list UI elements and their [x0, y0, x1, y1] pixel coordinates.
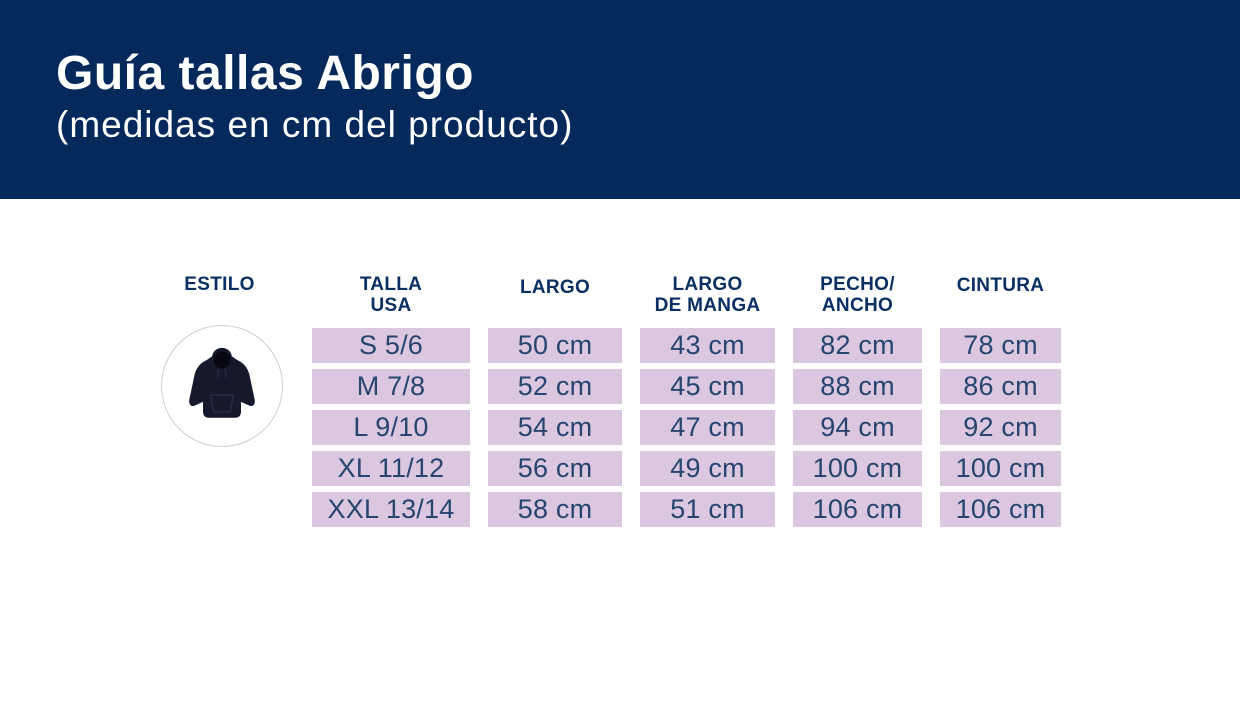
table-cell-largo-xl: 56 cm: [488, 451, 622, 486]
page-subtitle: (medidas en cm del producto): [56, 104, 574, 145]
table-cell-pecho-xxl: 106 cm: [793, 492, 922, 527]
table-cell-manga-xxl: 51 cm: [640, 492, 775, 527]
table-cell-manga-m: 45 cm: [640, 369, 775, 404]
table-cell-cintura-m: 86 cm: [940, 369, 1061, 404]
table-cell-manga-xl: 49 cm: [640, 451, 775, 486]
table-cell-talla-xxl: XXL 13/14: [312, 492, 470, 527]
table-cell-pecho-m: 88 cm: [793, 369, 922, 404]
column-header-pecho-ancho: PECHO/ ANCHO: [820, 274, 895, 316]
table-cell-cintura-xxl: 106 cm: [940, 492, 1061, 527]
table-cell-manga-s: 43 cm: [640, 328, 775, 363]
table-cell-cintura-xl: 100 cm: [940, 451, 1061, 486]
hoodie-icon: [189, 347, 255, 418]
table-cell-cintura-s: 78 cm: [940, 328, 1061, 363]
hero-banner: Guía tallas Abrigo (medidas en cm del pr…: [0, 0, 1240, 199]
table-cell-manga-l: 47 cm: [640, 410, 775, 445]
table-cell-talla-l: L 9/10: [312, 410, 470, 445]
product-photo-circle: [161, 325, 283, 447]
table-cell-talla-m: M 7/8: [312, 369, 470, 404]
table-cell-largo-l: 54 cm: [488, 410, 622, 445]
table-cell-talla-xl: XL 11/12: [312, 451, 470, 486]
page-title: Guía tallas Abrigo: [56, 47, 474, 100]
table-cell-largo-xxl: 58 cm: [488, 492, 622, 527]
table-cell-largo-m: 52 cm: [488, 369, 622, 404]
table-cell-pecho-l: 94 cm: [793, 410, 922, 445]
column-header-cintura: CINTURA: [956, 275, 1045, 296]
column-header-estilo: ESTILO: [184, 274, 255, 295]
table-cell-largo-s: 50 cm: [488, 328, 622, 363]
column-header-talla-usa: TALLA USA: [359, 274, 423, 316]
table-cell-pecho-s: 82 cm: [793, 328, 922, 363]
column-header-largo: LARGO: [519, 277, 591, 298]
table-cell-pecho-xl: 100 cm: [793, 451, 922, 486]
column-header-largo-de-manga: LARGO DE MANGA: [654, 274, 761, 316]
table-cell-talla-s: S 5/6: [312, 328, 470, 363]
table-cell-cintura-l: 92 cm: [940, 410, 1061, 445]
